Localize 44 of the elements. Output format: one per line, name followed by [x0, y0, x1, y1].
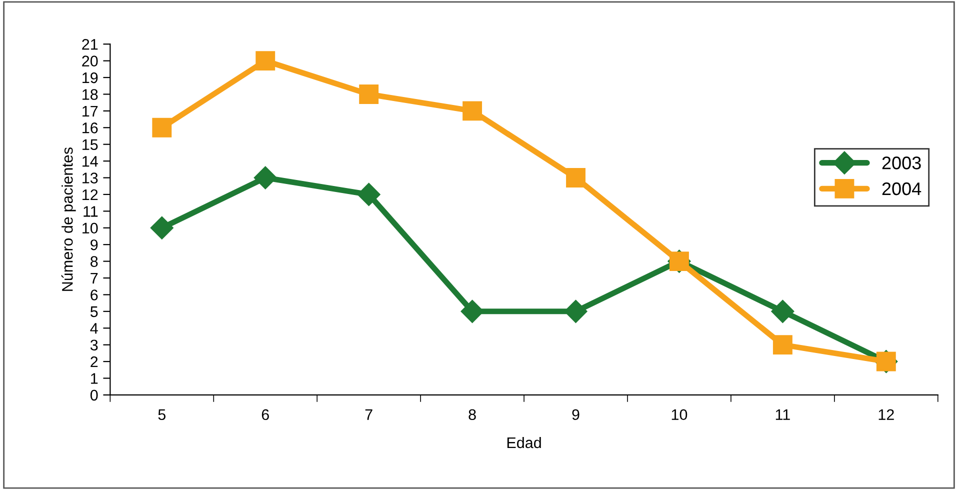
- x-tick-label: 9: [572, 409, 580, 420]
- y-tick-label: 21: [82, 38, 98, 50]
- y-tick-label: 11: [84, 206, 98, 217]
- point: [152, 118, 172, 138]
- x-tick-label: 7: [365, 409, 372, 420]
- point: [254, 166, 277, 190]
- point: [256, 51, 276, 71]
- y-axis-title: Número de pacientes: [61, 147, 76, 291]
- y-tick-label: 5: [90, 306, 98, 318]
- y-tick-label: 4: [90, 323, 98, 334]
- y-tick-label: 12: [82, 189, 98, 200]
- y-tick-label: 13: [82, 172, 98, 184]
- x-tick-label: 6: [262, 409, 269, 420]
- point: [772, 335, 792, 355]
- x-tick-label: 10: [672, 409, 688, 420]
- point: [771, 300, 794, 323]
- point: [357, 182, 380, 206]
- x-tick-label: 12: [878, 409, 894, 420]
- legend-label: 2004: [882, 182, 922, 196]
- y-tick-label: 2: [90, 356, 98, 368]
- point: [462, 101, 482, 121]
- x-tick-label: 11: [776, 409, 790, 420]
- y-tick-label: 6: [90, 290, 98, 300]
- y-tick-label: 1: [91, 373, 98, 384]
- y-tick-label: 18: [82, 89, 98, 100]
- y-tick-label: 10: [82, 222, 98, 234]
- y-tick-label: 14: [82, 156, 98, 167]
- point: [150, 216, 174, 240]
- y-tick-label: 8: [90, 256, 98, 267]
- y-tick-label: 19: [82, 72, 98, 84]
- x-tick-label: 5: [158, 409, 166, 420]
- point: [566, 168, 586, 188]
- point: [359, 84, 379, 104]
- y-tick-label: 16: [82, 122, 98, 134]
- y-tick-label: 9: [90, 239, 98, 250]
- y-tick-label: 3: [90, 340, 98, 351]
- y-tick-label: 15: [82, 139, 98, 150]
- x-tick-label: 8: [468, 409, 476, 420]
- y-tick-label: 17: [82, 106, 98, 116]
- y-tick-label: 0: [90, 390, 98, 401]
- x-axis-title: Edad: [507, 436, 541, 448]
- y-tick-label: 20: [82, 56, 98, 66]
- y-tick-label: 7: [90, 273, 98, 284]
- legend-label: 2003: [882, 156, 921, 170]
